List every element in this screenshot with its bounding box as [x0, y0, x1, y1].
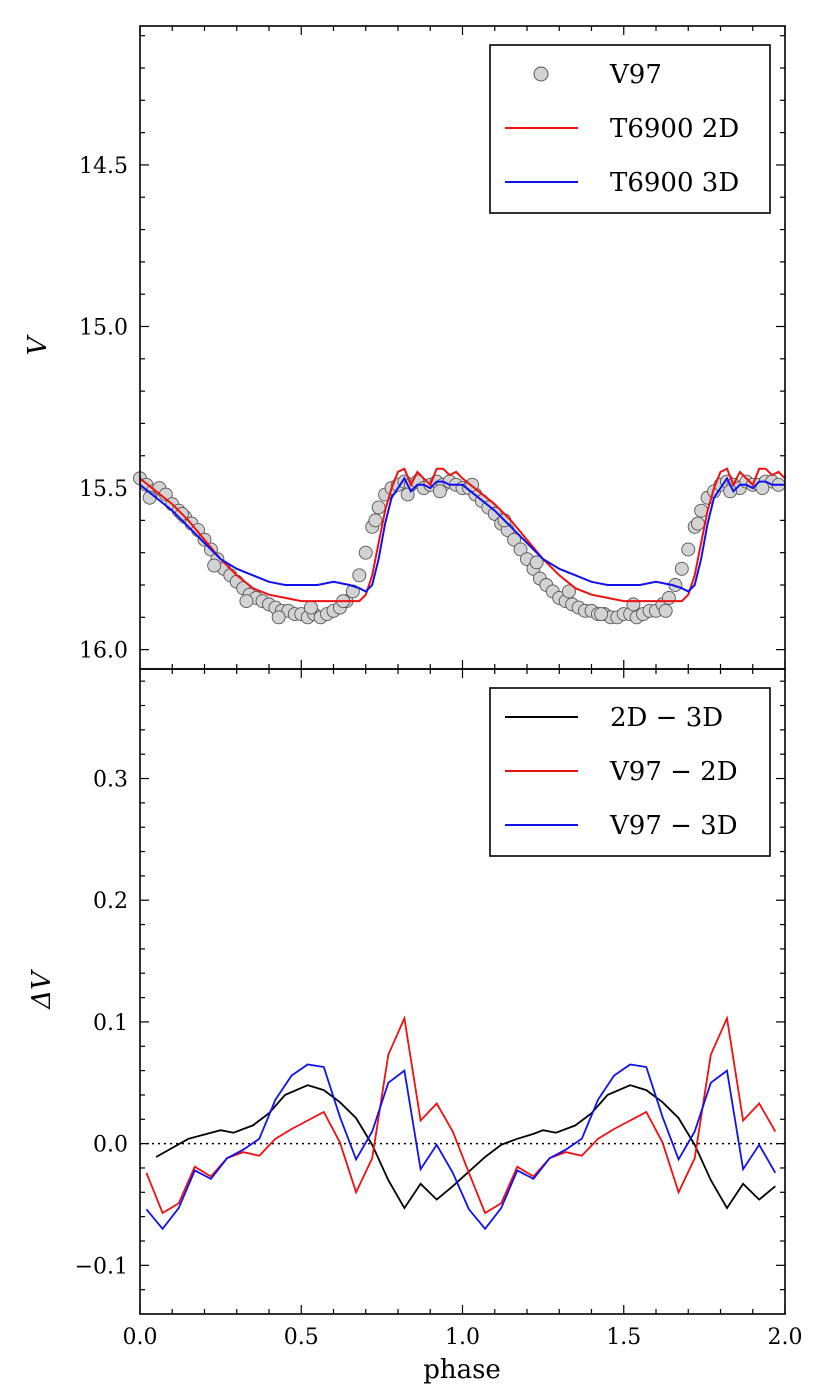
legend-marker-v97: [533, 66, 549, 82]
v97-minus-2d-line: [145, 1015, 777, 1215]
legend-label-t6900-2d: T6900 2D: [610, 114, 739, 144]
v97-point: [303, 600, 318, 615]
bottom-legend: 2D − 3D V97 − 2D V97 − 3D: [489, 687, 771, 857]
x-tick-label: 2.0: [768, 1325, 803, 1350]
x-axis-label: phase: [423, 1355, 501, 1384]
y-tick-label: 14.5: [79, 154, 128, 179]
2d-minus-3d-line: [155, 1084, 776, 1210]
v97-point: [594, 607, 609, 622]
v97-minus-3d-line: [145, 1063, 777, 1231]
v97-point: [432, 484, 447, 499]
top-panel: 14.5 15.0 15.5 16.0 V V97 T6900 2D T6900 3D: [23, 25, 786, 670]
x-tick-labels: 0.0 0.5 1.0 1.5 2.0: [123, 1325, 803, 1350]
t6900-2d-line: [139, 467, 786, 603]
bottom-panel-lines: [145, 1015, 777, 1231]
x-tick-label: 0.0: [123, 1325, 158, 1350]
v97-point: [681, 542, 696, 557]
v97-point: [358, 545, 373, 560]
top-panel-y-tick-labels: 14.5 15.0 15.5 16.0: [79, 154, 128, 664]
v97-point: [271, 610, 286, 625]
x-tick-label: 1.5: [606, 1325, 641, 1350]
t6900-3d-line: [139, 476, 785, 593]
bottom-panel-frame: [139, 668, 786, 1315]
y-tick-label: 16.0: [79, 639, 128, 664]
bottom-panel: −0.1 0.0 0.1 0.2 0.3 0.0 0.5 1.0 1.5 2.0 ΔV phas…: [27, 668, 803, 1384]
v97-point: [513, 542, 528, 557]
v97-point: [690, 516, 705, 531]
v97-point: [239, 594, 254, 609]
bottom-panel-y-axis-label: ΔV: [27, 969, 57, 1010]
x-tick-label: 0.5: [284, 1325, 319, 1350]
legend-label-2d-minus-3d: 2D − 3D: [610, 703, 723, 733]
legend-label-v97-minus-2d: V97 − 2D: [609, 757, 738, 787]
legend-label-v97-minus-3d: V97 − 3D: [609, 811, 738, 841]
v97-point: [345, 584, 360, 599]
v97-point: [561, 584, 576, 599]
v97-point: [368, 513, 383, 528]
y-tick-label: 0.0: [93, 1133, 128, 1158]
v97-point: [487, 506, 502, 521]
v97-point: [661, 590, 676, 605]
v97-point: [352, 568, 367, 583]
v97-point: [529, 555, 544, 570]
y-tick-label: 0.1: [93, 1011, 128, 1036]
y-tick-label: −0.1: [75, 1254, 128, 1279]
legend-label-v97: V97: [609, 60, 662, 90]
v97-point: [507, 532, 522, 547]
top-panel-y-axis-label: V: [23, 334, 53, 355]
y-tick-label: 0.2: [93, 889, 128, 914]
v97-point: [207, 558, 222, 573]
y-tick-label: 15.0: [79, 315, 128, 340]
y-tick-label: 0.3: [93, 768, 128, 793]
v97-point: [626, 597, 641, 612]
x-tick-label: 1.0: [445, 1325, 480, 1350]
bottom-panel-y-tick-labels: −0.1 0.0 0.1 0.2 0.3: [75, 768, 128, 1280]
y-tick-label: 15.5: [79, 477, 128, 502]
top-legend: V97 T6900 2D T6900 3D: [489, 44, 771, 214]
v97-point: [371, 500, 386, 515]
legend-label-t6900-3d: T6900 3D: [610, 168, 739, 198]
top-panel-lines: [139, 467, 786, 603]
v97-point: [674, 561, 689, 576]
v97-point: [658, 603, 673, 618]
